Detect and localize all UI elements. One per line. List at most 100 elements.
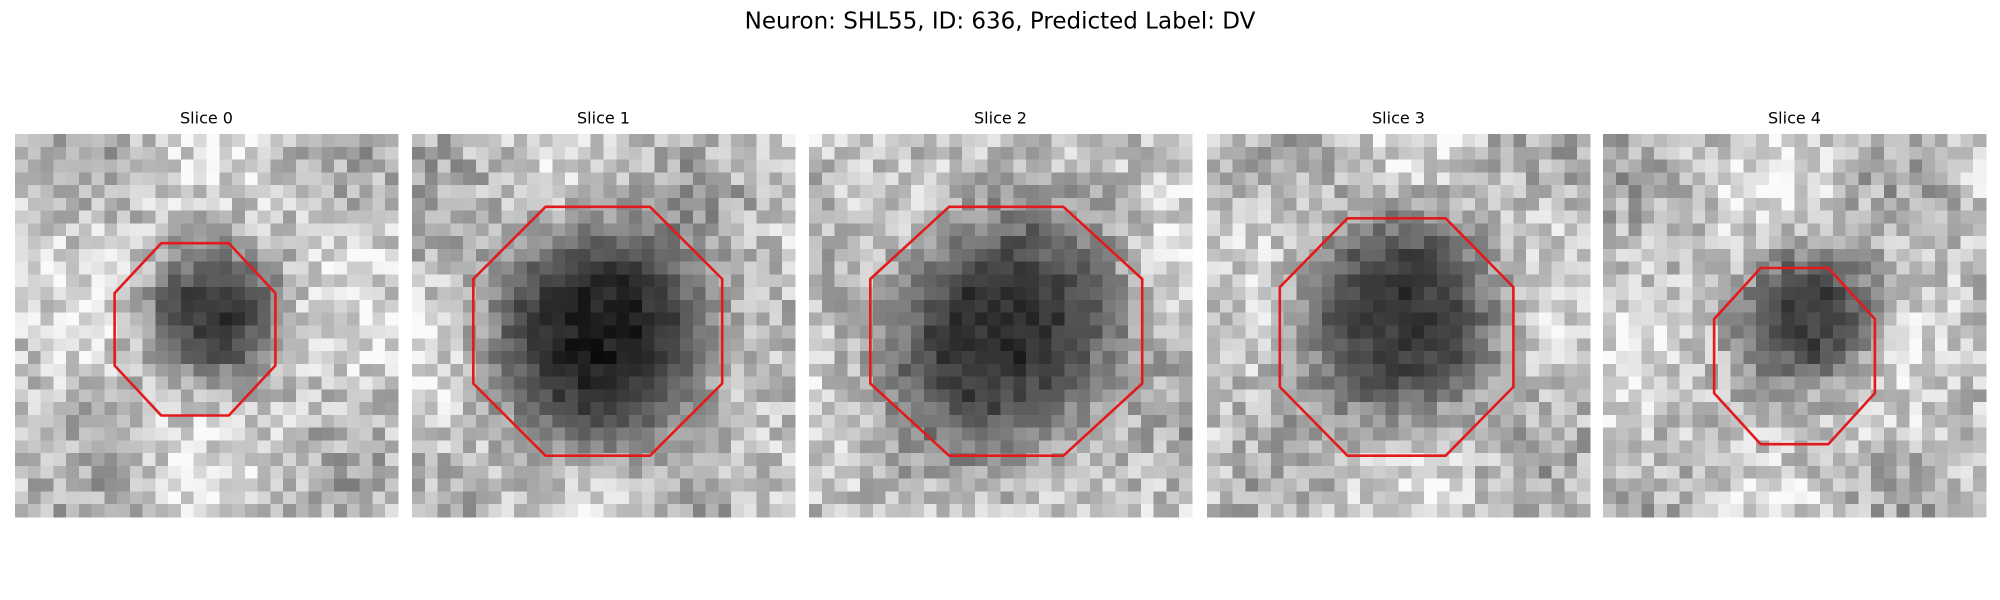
pixel bbox=[1153, 363, 1167, 378]
pixel bbox=[1038, 351, 1053, 365]
pixel bbox=[463, 172, 477, 186]
pixel bbox=[1577, 440, 1591, 454]
pixel bbox=[1283, 414, 1297, 429]
pixel bbox=[705, 248, 719, 263]
pixel bbox=[155, 478, 169, 492]
pixel bbox=[654, 299, 668, 314]
pixel bbox=[1309, 210, 1323, 224]
pixel bbox=[1564, 504, 1578, 518]
pixel bbox=[1500, 197, 1514, 212]
pixel bbox=[1973, 146, 1987, 161]
pixel bbox=[66, 325, 80, 339]
pixel bbox=[1398, 504, 1412, 518]
pixel bbox=[860, 236, 874, 250]
pixel bbox=[667, 312, 681, 326]
pixel bbox=[526, 299, 541, 314]
pixel bbox=[539, 287, 553, 301]
pixel bbox=[1102, 389, 1116, 403]
pixel bbox=[359, 274, 373, 288]
pixel bbox=[91, 261, 105, 275]
pixel bbox=[1743, 453, 1757, 467]
pixel bbox=[949, 248, 963, 263]
pixel bbox=[104, 363, 118, 378]
pixel bbox=[359, 223, 373, 237]
pixel bbox=[962, 159, 976, 173]
pixel bbox=[450, 261, 464, 275]
pixel bbox=[1013, 223, 1027, 237]
pixel bbox=[1051, 223, 1065, 237]
pixel bbox=[1615, 134, 1630, 148]
pixel bbox=[1960, 223, 1974, 237]
pixel bbox=[1475, 440, 1489, 454]
pixel bbox=[769, 299, 783, 314]
pixel bbox=[270, 414, 284, 429]
pixel bbox=[1232, 440, 1246, 454]
pixel bbox=[1219, 351, 1234, 365]
pixel bbox=[1500, 440, 1514, 454]
pixel bbox=[450, 274, 464, 288]
pixel bbox=[437, 185, 451, 199]
pixel bbox=[424, 414, 439, 429]
pixel bbox=[1475, 261, 1489, 275]
pixel bbox=[1283, 491, 1297, 505]
pixel bbox=[641, 134, 656, 148]
pixel bbox=[1424, 223, 1438, 237]
pixel bbox=[539, 402, 553, 416]
pixel bbox=[359, 389, 373, 403]
pixel bbox=[1538, 363, 1553, 378]
pixel bbox=[412, 134, 426, 148]
pixel bbox=[1756, 312, 1770, 326]
pixel bbox=[180, 351, 195, 365]
pixel bbox=[1258, 159, 1272, 173]
pixel bbox=[1832, 427, 1847, 441]
pixel bbox=[1883, 223, 1898, 237]
pixel bbox=[1051, 363, 1065, 378]
pixel bbox=[244, 427, 259, 441]
pixel bbox=[809, 134, 823, 148]
pixel bbox=[1641, 440, 1655, 454]
pixel bbox=[257, 299, 271, 314]
pixel bbox=[872, 146, 887, 161]
pixel bbox=[15, 325, 29, 339]
pixel bbox=[1513, 338, 1527, 352]
pixel bbox=[475, 172, 490, 186]
pixel bbox=[949, 325, 963, 339]
pixel bbox=[359, 236, 373, 250]
pixel bbox=[1526, 159, 1540, 173]
pixel bbox=[782, 185, 796, 199]
pixel bbox=[603, 248, 617, 263]
pixel bbox=[603, 312, 617, 326]
pixel bbox=[1896, 299, 1910, 314]
pixel bbox=[987, 402, 1001, 416]
pixel bbox=[1654, 223, 1668, 237]
pixel bbox=[1666, 363, 1681, 378]
pixel bbox=[1717, 465, 1732, 480]
pixel bbox=[1372, 504, 1387, 518]
pixel bbox=[641, 210, 656, 224]
pixel bbox=[1692, 261, 1706, 275]
pixel bbox=[1219, 287, 1234, 301]
pixel bbox=[1513, 248, 1527, 263]
pixel bbox=[27, 491, 42, 505]
pixel bbox=[1334, 248, 1348, 263]
pixel bbox=[1115, 223, 1129, 237]
pixel bbox=[1128, 223, 1142, 237]
pixel bbox=[1641, 389, 1655, 403]
pixel bbox=[232, 261, 246, 275]
pixel bbox=[1140, 287, 1155, 301]
pixel bbox=[283, 185, 297, 199]
pixel bbox=[1577, 325, 1591, 339]
pixel bbox=[334, 299, 348, 314]
pixel bbox=[1283, 312, 1297, 326]
pixel bbox=[450, 491, 464, 505]
pixel bbox=[1538, 299, 1553, 314]
pixel bbox=[1934, 478, 1949, 492]
pixel bbox=[769, 223, 783, 237]
pixel bbox=[1960, 299, 1974, 314]
pixel bbox=[1705, 414, 1719, 429]
pixel bbox=[1051, 261, 1065, 275]
pixel bbox=[295, 261, 310, 275]
pixel bbox=[654, 325, 668, 339]
pixel bbox=[1360, 504, 1374, 518]
pixel bbox=[1487, 223, 1502, 237]
